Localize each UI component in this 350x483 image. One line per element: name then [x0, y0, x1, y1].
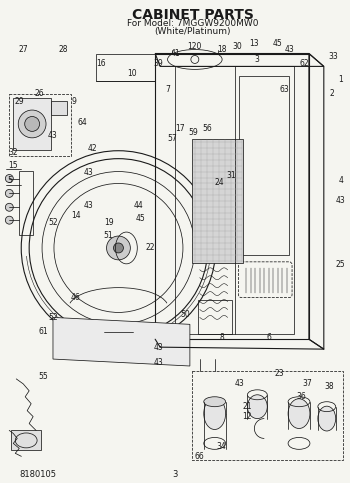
Circle shape	[5, 203, 13, 211]
Text: 41: 41	[170, 49, 180, 58]
Text: 63: 63	[279, 85, 289, 94]
Ellipse shape	[247, 395, 267, 419]
Text: 42: 42	[88, 144, 97, 153]
Text: 16: 16	[96, 59, 105, 68]
Text: 8: 8	[219, 333, 224, 342]
Text: 51: 51	[104, 230, 113, 240]
Text: 50: 50	[180, 310, 190, 319]
Text: 44: 44	[133, 201, 143, 210]
Text: 55: 55	[38, 372, 48, 382]
Text: 13: 13	[250, 39, 259, 48]
Text: 45: 45	[272, 39, 282, 48]
Text: 6: 6	[267, 333, 272, 342]
Text: 64: 64	[78, 118, 88, 128]
Ellipse shape	[18, 110, 46, 138]
Text: 28: 28	[58, 45, 68, 54]
Text: 1: 1	[338, 75, 343, 84]
Text: 32: 32	[8, 148, 18, 157]
Text: 43: 43	[153, 342, 163, 352]
Text: 43: 43	[84, 168, 93, 177]
Bar	[192, 139, 244, 263]
Text: (White/Platinum): (White/Platinum)	[155, 27, 231, 36]
Text: CABINET PARTS: CABINET PARTS	[132, 8, 254, 22]
Text: 43: 43	[234, 379, 244, 388]
Text: 33: 33	[329, 52, 338, 61]
Text: 56: 56	[202, 125, 212, 133]
Circle shape	[5, 189, 13, 198]
Circle shape	[106, 236, 130, 260]
Text: 21: 21	[243, 402, 252, 411]
Polygon shape	[53, 317, 190, 366]
Text: For Model: 7MGGW9200MW0: For Model: 7MGGW9200MW0	[127, 19, 259, 28]
Text: 37: 37	[302, 379, 312, 388]
Text: 66: 66	[195, 452, 205, 461]
Text: 12: 12	[243, 412, 252, 421]
Ellipse shape	[204, 397, 226, 407]
Text: 14: 14	[71, 211, 81, 220]
Text: 43: 43	[48, 131, 58, 141]
Text: 25: 25	[336, 260, 345, 270]
Ellipse shape	[318, 406, 336, 431]
Ellipse shape	[204, 398, 226, 429]
Text: 8180105: 8180105	[19, 469, 56, 479]
Text: 24: 24	[215, 178, 224, 187]
Text: 43: 43	[336, 196, 345, 205]
Text: 9: 9	[71, 97, 76, 106]
Text: 59: 59	[188, 128, 198, 137]
Text: 3: 3	[172, 469, 178, 479]
Text: 22: 22	[146, 243, 155, 253]
Text: 57: 57	[167, 134, 177, 143]
Circle shape	[5, 174, 13, 183]
Text: 120: 120	[188, 42, 202, 51]
Text: 17: 17	[175, 125, 185, 133]
Text: 18: 18	[217, 45, 226, 54]
Ellipse shape	[25, 116, 40, 131]
Text: 30: 30	[233, 42, 242, 51]
Bar	[239, 76, 289, 255]
Text: 15: 15	[8, 161, 18, 170]
Text: 39: 39	[153, 59, 163, 68]
Text: 38: 38	[324, 383, 334, 391]
Text: 2: 2	[329, 89, 334, 98]
Text: 34: 34	[217, 442, 226, 451]
Circle shape	[113, 243, 124, 253]
Text: 5: 5	[7, 176, 12, 185]
Bar	[11, 430, 41, 450]
Text: 27: 27	[19, 45, 28, 54]
Text: 46: 46	[71, 293, 81, 302]
Text: 23: 23	[274, 369, 284, 379]
Text: 45: 45	[135, 213, 145, 223]
Text: 29: 29	[14, 97, 24, 106]
Text: 61: 61	[38, 327, 48, 336]
Text: 4: 4	[338, 176, 343, 185]
Text: 3: 3	[255, 55, 260, 64]
Text: 10: 10	[127, 69, 137, 78]
Text: 26: 26	[34, 89, 44, 98]
Ellipse shape	[288, 399, 310, 428]
Text: 43: 43	[153, 357, 163, 367]
Text: 43: 43	[84, 201, 93, 210]
Text: 52: 52	[48, 218, 58, 227]
Bar	[13, 98, 51, 150]
Text: 19: 19	[104, 218, 113, 227]
Text: 43: 43	[284, 45, 294, 54]
Text: 36: 36	[296, 392, 306, 401]
Text: 62: 62	[299, 59, 309, 68]
Text: 31: 31	[227, 171, 236, 180]
Text: 7: 7	[166, 85, 170, 94]
Bar	[51, 101, 67, 115]
Text: 52: 52	[48, 313, 58, 322]
Circle shape	[5, 216, 13, 224]
